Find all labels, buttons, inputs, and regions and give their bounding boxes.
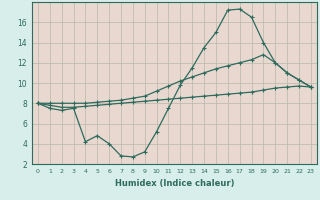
X-axis label: Humidex (Indice chaleur): Humidex (Indice chaleur) [115, 179, 234, 188]
